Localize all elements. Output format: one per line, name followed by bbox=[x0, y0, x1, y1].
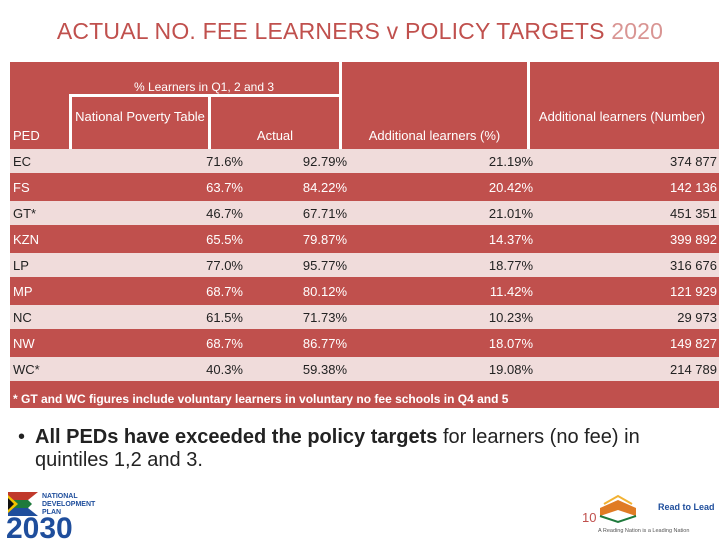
table-row: NC 61.5% 71.73% 10.23% 29 973 bbox=[10, 305, 719, 329]
cell-npt: 68.7% bbox=[206, 336, 243, 351]
header-npt: National Poverty Table bbox=[75, 109, 205, 124]
cell-npt: 65.5% bbox=[206, 232, 243, 247]
header-ped: PED bbox=[13, 128, 40, 143]
cell-actual: 86.77% bbox=[302, 336, 347, 351]
cell-add-pct: 18.07% bbox=[488, 336, 533, 351]
table-row: NW 68.7% 86.77% 18.07% 149 827 bbox=[10, 331, 719, 355]
cell-add-num: 29 973 bbox=[677, 310, 717, 325]
ndp-year: 2030 bbox=[6, 512, 73, 540]
cell-add-num: 399 892 bbox=[670, 232, 717, 247]
data-table: % Learners in Q1, 2 and 3 PED National P… bbox=[10, 62, 719, 408]
cell-add-num: 149 827 bbox=[670, 336, 717, 351]
ndp-line1: NATIONAL bbox=[42, 493, 78, 500]
ndp-line2: DEVELOPMENT bbox=[42, 501, 96, 508]
cell-add-pct: 11.42% bbox=[489, 284, 533, 299]
page-number: 10 bbox=[582, 510, 597, 525]
cell-add-pct: 20.42% bbox=[488, 180, 533, 195]
cell-actual: 59.38% bbox=[302, 362, 347, 377]
cell-add-num: 121 929 bbox=[670, 284, 717, 299]
cell-npt: 77.0% bbox=[206, 258, 243, 273]
cell-ped: MP bbox=[13, 284, 33, 299]
cell-add-num: 142 136 bbox=[670, 180, 717, 195]
header-divider bbox=[527, 62, 530, 149]
title-year: 2020 bbox=[611, 18, 664, 44]
cell-actual: 92.79% bbox=[302, 154, 347, 169]
table-row: KZN 65.5% 79.87% 14.37% 399 892 bbox=[10, 227, 719, 251]
cell-add-pct: 10.23% bbox=[488, 310, 533, 325]
cell-npt: 68.7% bbox=[206, 284, 243, 299]
table-row: FS 63.7% 84.22% 20.42% 142 136 bbox=[10, 175, 719, 199]
cell-add-pct: 21.01% bbox=[488, 206, 533, 221]
cell-add-num: 316 676 bbox=[670, 258, 717, 273]
table-row: WC* 40.3% 59.38% 19.08% 214 789 bbox=[10, 357, 719, 381]
group-header: % Learners in Q1, 2 and 3 bbox=[133, 80, 275, 94]
cell-add-num: 374 877 bbox=[670, 154, 717, 169]
bullet-rest-text: for learners (no fee) in quintiles 1,2 a… bbox=[35, 426, 640, 471]
cell-add-pct: 21.19% bbox=[488, 154, 533, 169]
cell-npt: 46.7% bbox=[206, 206, 243, 221]
bullet-text: All PEDs have exceeded the policy target… bbox=[35, 426, 700, 472]
cell-add-num: 214 789 bbox=[670, 362, 717, 377]
read-to-lead-logo: Read to Lead A Reading Nation is a Leadi… bbox=[598, 494, 715, 534]
cell-ped: EC bbox=[13, 154, 32, 169]
cell-ped: NC bbox=[13, 310, 32, 325]
cell-ped: NW bbox=[13, 336, 35, 351]
table-footnote: * GT and WC figures include voluntary le… bbox=[13, 392, 509, 406]
cell-actual: 67.71% bbox=[302, 206, 347, 221]
cell-npt: 61.5% bbox=[206, 310, 243, 325]
cell-npt: 40.3% bbox=[206, 362, 243, 377]
rtl-title: Read to Lead bbox=[658, 502, 715, 512]
header-add-num: Additional learners (Number) bbox=[538, 109, 706, 124]
cell-add-pct: 18.77% bbox=[488, 258, 533, 273]
book-icon bbox=[599, 494, 637, 524]
sa-flag-icon bbox=[8, 492, 38, 516]
cell-actual: 80.12% bbox=[302, 284, 347, 299]
cell-actual: 84.22% bbox=[302, 180, 347, 195]
cell-npt: 63.7% bbox=[206, 180, 243, 195]
header-divider bbox=[69, 97, 72, 149]
header-actual: Actual bbox=[256, 128, 294, 143]
table-row: LP 77.0% 95.77% 18.77% 316 676 bbox=[10, 253, 719, 277]
slide-title: ACTUAL NO. FEE LEARNERS v POLICY TARGETS… bbox=[0, 18, 720, 45]
ndp-2030-logo: NATIONAL DEVELOPMENT PLAN 2030 bbox=[6, 492, 96, 540]
bullet-marker: • bbox=[18, 426, 26, 448]
rtl-tagline: A Reading Nation is a Leading Nation bbox=[598, 528, 689, 534]
table-row: MP 68.7% 80.12% 11.42% 121 929 bbox=[10, 279, 719, 303]
cell-add-pct: 19.08% bbox=[488, 362, 533, 377]
title-main: ACTUAL NO. FEE LEARNERS v POLICY TARGETS bbox=[56, 18, 612, 44]
group-header-underline bbox=[69, 94, 339, 97]
cell-add-pct: 14.37% bbox=[488, 232, 533, 247]
cell-ped: GT* bbox=[13, 206, 37, 221]
cell-ped: LP bbox=[13, 258, 29, 273]
table-row: GT* 46.7% 67.71% 21.01% 451 351 bbox=[10, 201, 719, 225]
cell-add-num: 451 351 bbox=[670, 206, 717, 221]
header-add-pct: Additional learners (%) bbox=[368, 128, 501, 143]
cell-actual: 95.77% bbox=[302, 258, 347, 273]
cell-npt: 71.6% bbox=[206, 154, 243, 169]
header-divider bbox=[208, 97, 211, 149]
cell-actual: 71.73% bbox=[302, 310, 347, 325]
cell-ped: WC* bbox=[13, 362, 40, 377]
header-divider bbox=[339, 62, 342, 149]
cell-ped: FS bbox=[13, 180, 30, 195]
ndp-line3: PLAN bbox=[42, 509, 61, 516]
cell-ped: KZN bbox=[13, 232, 39, 247]
bullet-bold-text: All PEDs have exceeded the policy target… bbox=[35, 426, 438, 448]
table-row: EC 71.6% 92.79% 21.19% 374 877 bbox=[10, 149, 719, 173]
cell-actual: 79.87% bbox=[302, 232, 347, 247]
